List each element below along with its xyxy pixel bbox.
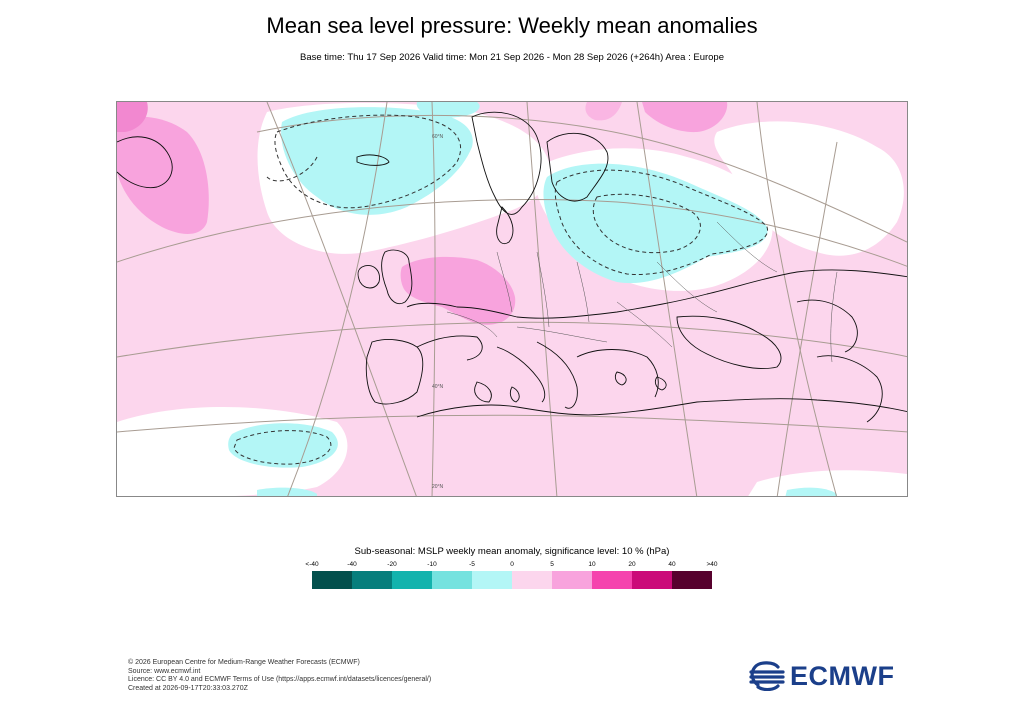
legend-color-swatch: [312, 571, 352, 589]
positive-anomaly-greenland: [117, 116, 209, 234]
legend-tick: <-40: [305, 561, 319, 568]
anomaly-map-svg: 60°N 40°N 20°N: [117, 102, 907, 496]
positive-anomaly-greenland-core: [117, 102, 148, 132]
negative-anomaly-azores: [228, 423, 338, 468]
legend-tick: -10: [427, 561, 437, 568]
legend-ticks: <-40 -40 -20 -10 -5 0 5 10 20 40 >40: [305, 561, 717, 571]
positive-anomaly-north-sea: [400, 256, 516, 325]
legend-tick: 0: [510, 561, 514, 568]
graticule-label-40n: 40°N: [432, 384, 444, 390]
graticule-label-60n: 60°N: [432, 134, 444, 140]
legend-tick: 40: [668, 561, 676, 568]
legend-color-swatch: [472, 571, 512, 589]
ecmwf-logo: ECMWF: [748, 660, 894, 692]
footer-copyright: © 2026 European Centre for Medium-Range …: [128, 659, 360, 666]
legend-tick: >40: [706, 561, 718, 568]
map-subtitle: Base time: Thu 17 Sep 2026 Valid time: M…: [300, 52, 724, 63]
legend-tick: -5: [469, 561, 475, 568]
legend-color-swatch: [352, 571, 392, 589]
legend-tick: -40: [347, 561, 357, 568]
positive-anomaly-arctic-east: [585, 102, 622, 121]
legend-color-swatch: [672, 571, 712, 589]
footer-created: Created at 2026-09-17T20:33:03.270Z: [128, 684, 248, 692]
footer-credits: © 2026 European Centre for Medium-Range …: [128, 659, 431, 693]
near-zero-area-southeast: [748, 470, 907, 496]
footer-licence: Licence: CC BY 4.0 and ECMWF Terms of Us…: [128, 676, 432, 684]
negative-anomaly-norwegian-sea: [281, 107, 473, 215]
map-title: Mean sea level pressure: Weekly mean ano…: [266, 13, 758, 38]
legend-color-swatch: [592, 571, 632, 589]
country-borders: [446, 221, 838, 363]
legend-color-bar: [312, 571, 712, 589]
footer-source: Source: www.ecmwf.int: [128, 667, 201, 675]
ecmwf-logo-text: ECMWF: [790, 660, 895, 691]
legend-color-swatch: [632, 571, 672, 589]
coastlines: [117, 111, 907, 423]
dashed-contours: [233, 114, 768, 465]
graticule-label-20n: 20°N: [432, 484, 444, 490]
negative-anomaly-middle-east: [785, 487, 837, 496]
near-zero-area-east: [714, 121, 904, 256]
legend-color-swatch: [392, 571, 432, 589]
positive-anomaly-barents: [642, 102, 728, 133]
ecmwf-logo-icon: [749, 661, 785, 691]
legend-tick: 5: [550, 561, 554, 568]
legend-tick: 10: [588, 561, 596, 568]
legend-color-swatch: [512, 571, 552, 589]
legend-color-swatch: [552, 571, 592, 589]
anomaly-map: 60°N 40°N 20°N: [116, 101, 908, 497]
legend-title: Sub-seasonal: MSLP weekly mean anomaly, …: [354, 546, 670, 557]
legend-tick: -20: [387, 561, 397, 568]
graticule: [117, 102, 907, 496]
legend-color-swatch: [432, 571, 472, 589]
legend-tick: 20: [628, 561, 636, 568]
negative-anomaly-canaries: [257, 487, 317, 496]
